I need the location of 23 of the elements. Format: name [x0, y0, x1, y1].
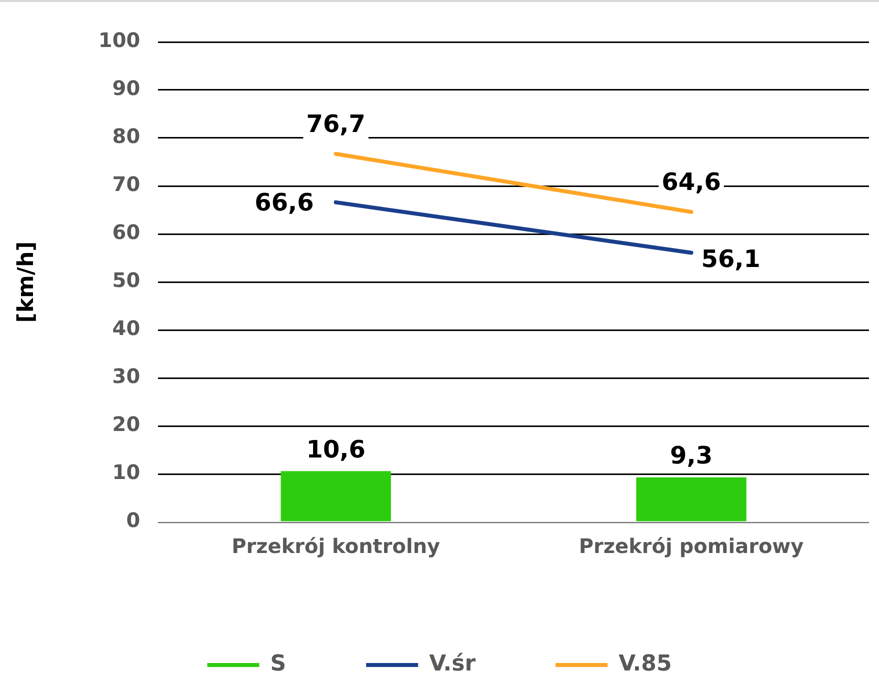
y-tick-label: 40	[112, 316, 140, 340]
legend-label: V.śr	[429, 652, 476, 677]
data-label: 9,3	[670, 442, 713, 470]
y-tick-label: 30	[112, 364, 140, 388]
legend-label: V.85	[618, 652, 672, 677]
y-tick-label: 20	[112, 412, 140, 436]
data-label: 64,6	[662, 168, 721, 196]
y-axis-title: [km/h]	[14, 241, 39, 323]
x-tick-label: Przekrój pomiarowy	[578, 534, 804, 558]
y-tick-label: 50	[112, 268, 140, 292]
data-label: 76,7	[306, 110, 366, 138]
legend-label: S	[270, 652, 286, 677]
y-tick-label: 90	[112, 76, 140, 100]
y-tick-label: 10	[112, 460, 140, 484]
data-label: 66,6	[254, 188, 314, 217]
y-tick-label: 100	[98, 28, 140, 52]
data-label: 56,1	[701, 244, 761, 273]
y-tick-label: 80	[112, 124, 140, 148]
y-tick-label: 0	[126, 508, 140, 532]
x-tick-label: Przekrój kontrolny	[232, 534, 440, 558]
y-tick-label: 70	[112, 172, 140, 196]
data-label: 10,6	[306, 435, 366, 464]
y-tick-label: 60	[112, 220, 140, 244]
